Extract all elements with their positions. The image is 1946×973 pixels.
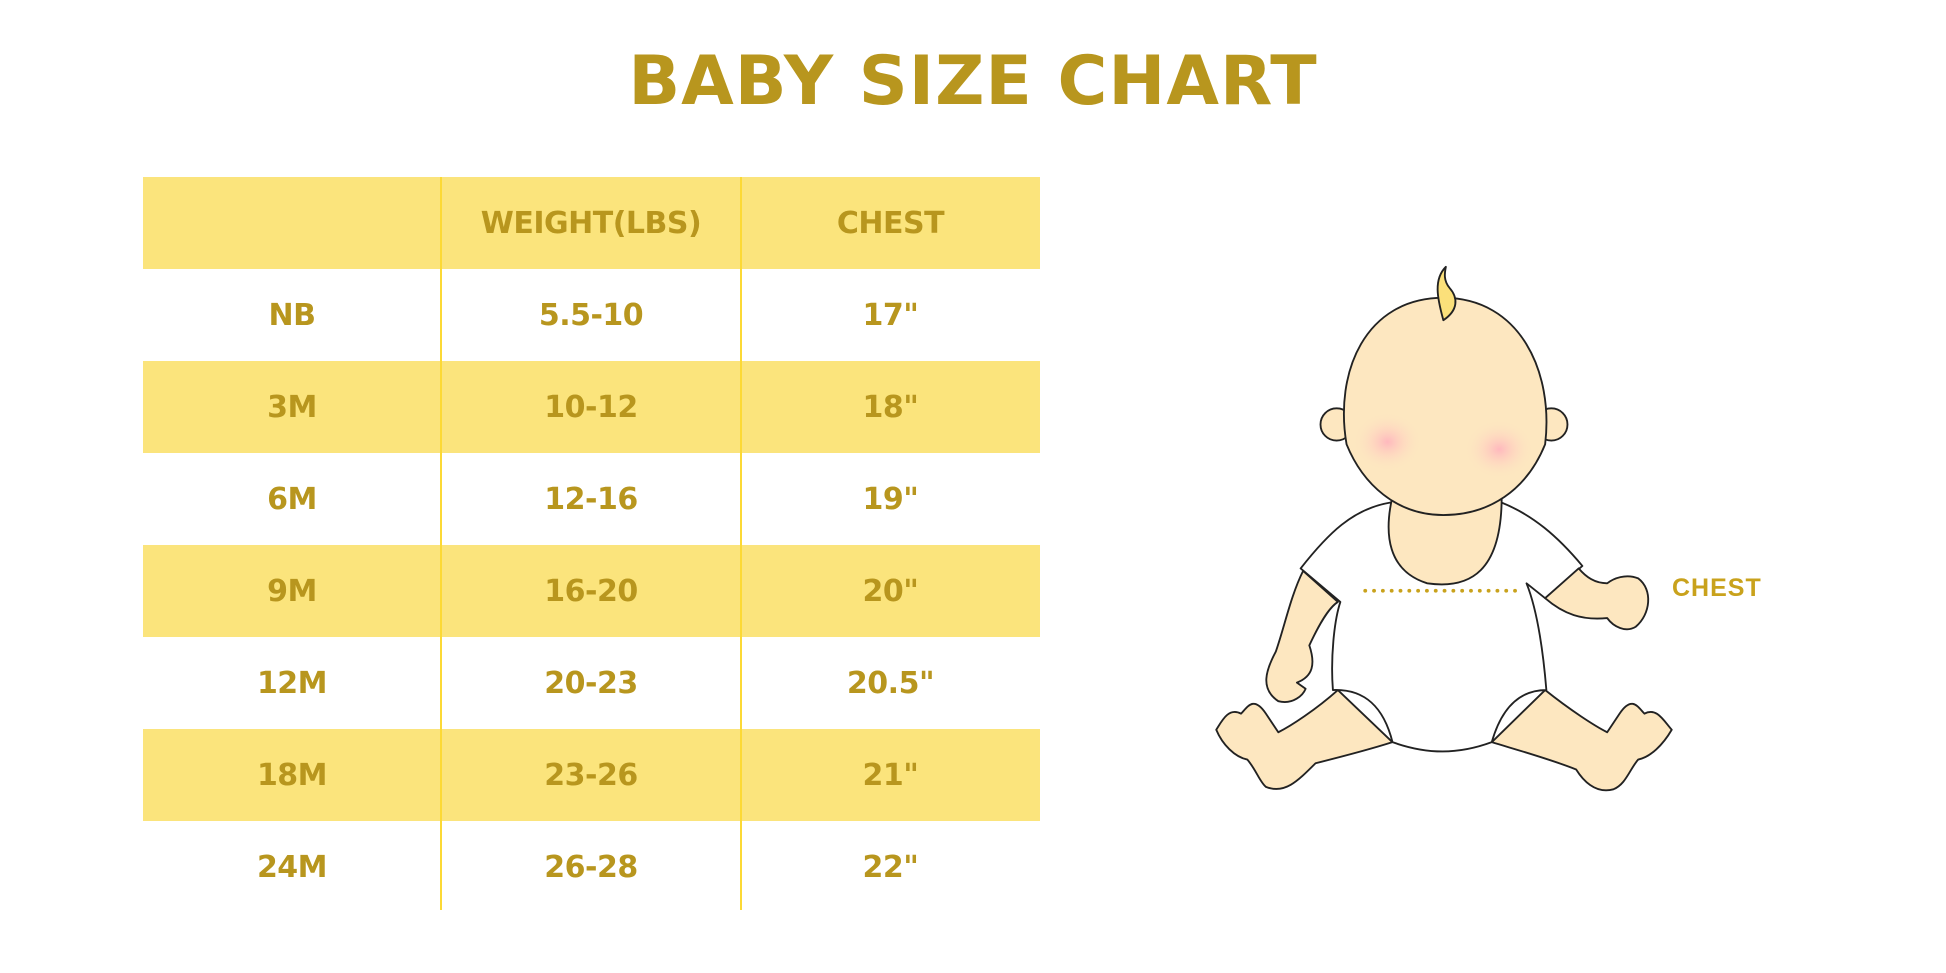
header-cell-chest: CHEST [836,205,945,241]
header-cell-weight: WEIGHT(LBS) [480,205,702,241]
weight-cell: 10-12 [544,389,638,425]
table-header-row: WEIGHT(LBS) CHEST [143,177,1040,269]
chest-cell: 18" [862,389,919,425]
table-row: 24M 26-28 22" [143,821,1040,913]
right-arm [1544,567,1650,631]
left-leg [1215,689,1394,790]
chest-cell: 20" [862,573,919,609]
chest-label: CHEST [1672,574,1762,602]
left-arm [1265,569,1339,703]
column-divider [740,177,742,910]
chest-cell: 19" [862,481,919,517]
column-divider [440,177,442,910]
size-table: WEIGHT(LBS) CHEST NB 5.5-10 17" 3M 10-12… [143,177,1040,913]
weight-cell: 20-23 [544,665,638,701]
hair-curl [1436,265,1457,322]
weight-cell: 26-28 [544,849,638,885]
baby-head [1343,296,1548,516]
size-cell: 12M [256,665,328,701]
size-cell: 18M [256,757,328,793]
right-cheek [1464,419,1534,480]
table-row: 3M 10-12 18" [143,361,1040,453]
table-row: 9M 16-20 20" [143,545,1040,637]
right-leg [1490,689,1673,792]
weight-cell: 12-16 [544,481,638,517]
size-cell: NB [268,297,316,333]
table-row: 6M 12-16 19" [143,453,1040,545]
table-row: 18M 23-26 21" [143,729,1040,821]
chest-cell: 22" [862,849,919,885]
table-row: NB 5.5-10 17" [143,269,1040,361]
page-title: BABY SIZE CHART [628,42,1318,121]
weight-cell: 5.5-10 [538,297,644,333]
chest-cell: 17" [862,297,919,333]
size-cell: 6M [267,481,317,517]
chest-cell: 20.5" [846,665,935,701]
size-cell: 24M [256,849,328,885]
weight-cell: 16-20 [544,573,638,609]
chest-cell: 21" [862,757,919,793]
weight-cell: 23-26 [544,757,638,793]
table-row: 12M 20-23 20.5" [143,637,1040,729]
neck [1387,495,1503,586]
onesie [1299,501,1584,753]
size-cell: 3M [267,389,317,425]
size-cell: 9M [267,573,317,609]
left-cheek [1352,412,1423,472]
